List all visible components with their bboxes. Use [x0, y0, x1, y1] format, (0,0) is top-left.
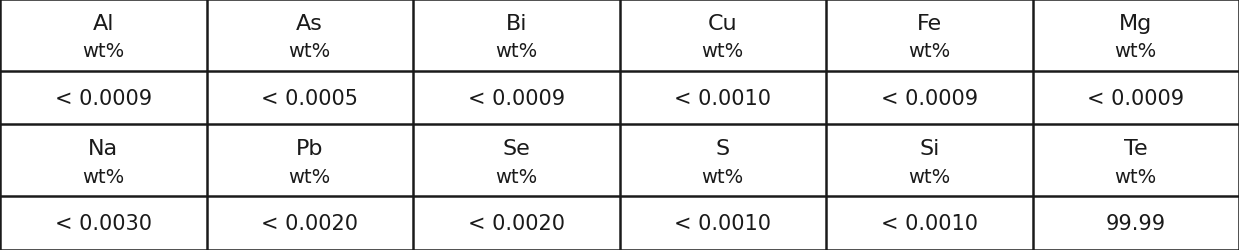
Text: wt%: wt% [82, 167, 124, 186]
Text: Se: Se [502, 138, 530, 158]
Text: 99.99: 99.99 [1105, 213, 1166, 233]
Text: wt%: wt% [908, 42, 950, 61]
Text: < 0.0010: < 0.0010 [674, 213, 771, 233]
Text: Cu: Cu [707, 14, 737, 34]
Text: Al: Al [93, 14, 114, 34]
Text: < 0.0030: < 0.0030 [55, 213, 151, 233]
Text: Te: Te [1124, 138, 1147, 158]
Text: Pb: Pb [296, 138, 323, 158]
Text: Fe: Fe [917, 14, 942, 34]
Text: wt%: wt% [496, 42, 538, 61]
Text: < 0.0020: < 0.0020 [468, 213, 565, 233]
Text: wt%: wt% [1115, 167, 1157, 186]
Text: As: As [296, 14, 323, 34]
Text: Si: Si [919, 138, 939, 158]
Text: wt%: wt% [496, 167, 538, 186]
Text: wt%: wt% [289, 42, 331, 61]
Text: < 0.0009: < 0.0009 [881, 88, 978, 108]
Text: wt%: wt% [289, 167, 331, 186]
Text: Bi: Bi [506, 14, 527, 34]
Text: wt%: wt% [82, 42, 124, 61]
Text: < 0.0005: < 0.0005 [261, 88, 358, 108]
Text: < 0.0009: < 0.0009 [467, 88, 565, 108]
Text: < 0.0010: < 0.0010 [674, 88, 771, 108]
Text: wt%: wt% [701, 167, 743, 186]
Text: wt%: wt% [1115, 42, 1157, 61]
Text: < 0.0010: < 0.0010 [881, 213, 978, 233]
Text: < 0.0009: < 0.0009 [55, 88, 152, 108]
Text: < 0.0009: < 0.0009 [1087, 88, 1184, 108]
Text: Mg: Mg [1119, 14, 1152, 34]
Text: wt%: wt% [908, 167, 950, 186]
Text: wt%: wt% [701, 42, 743, 61]
Text: < 0.0020: < 0.0020 [261, 213, 358, 233]
Text: Na: Na [88, 138, 118, 158]
Text: S: S [716, 138, 730, 158]
